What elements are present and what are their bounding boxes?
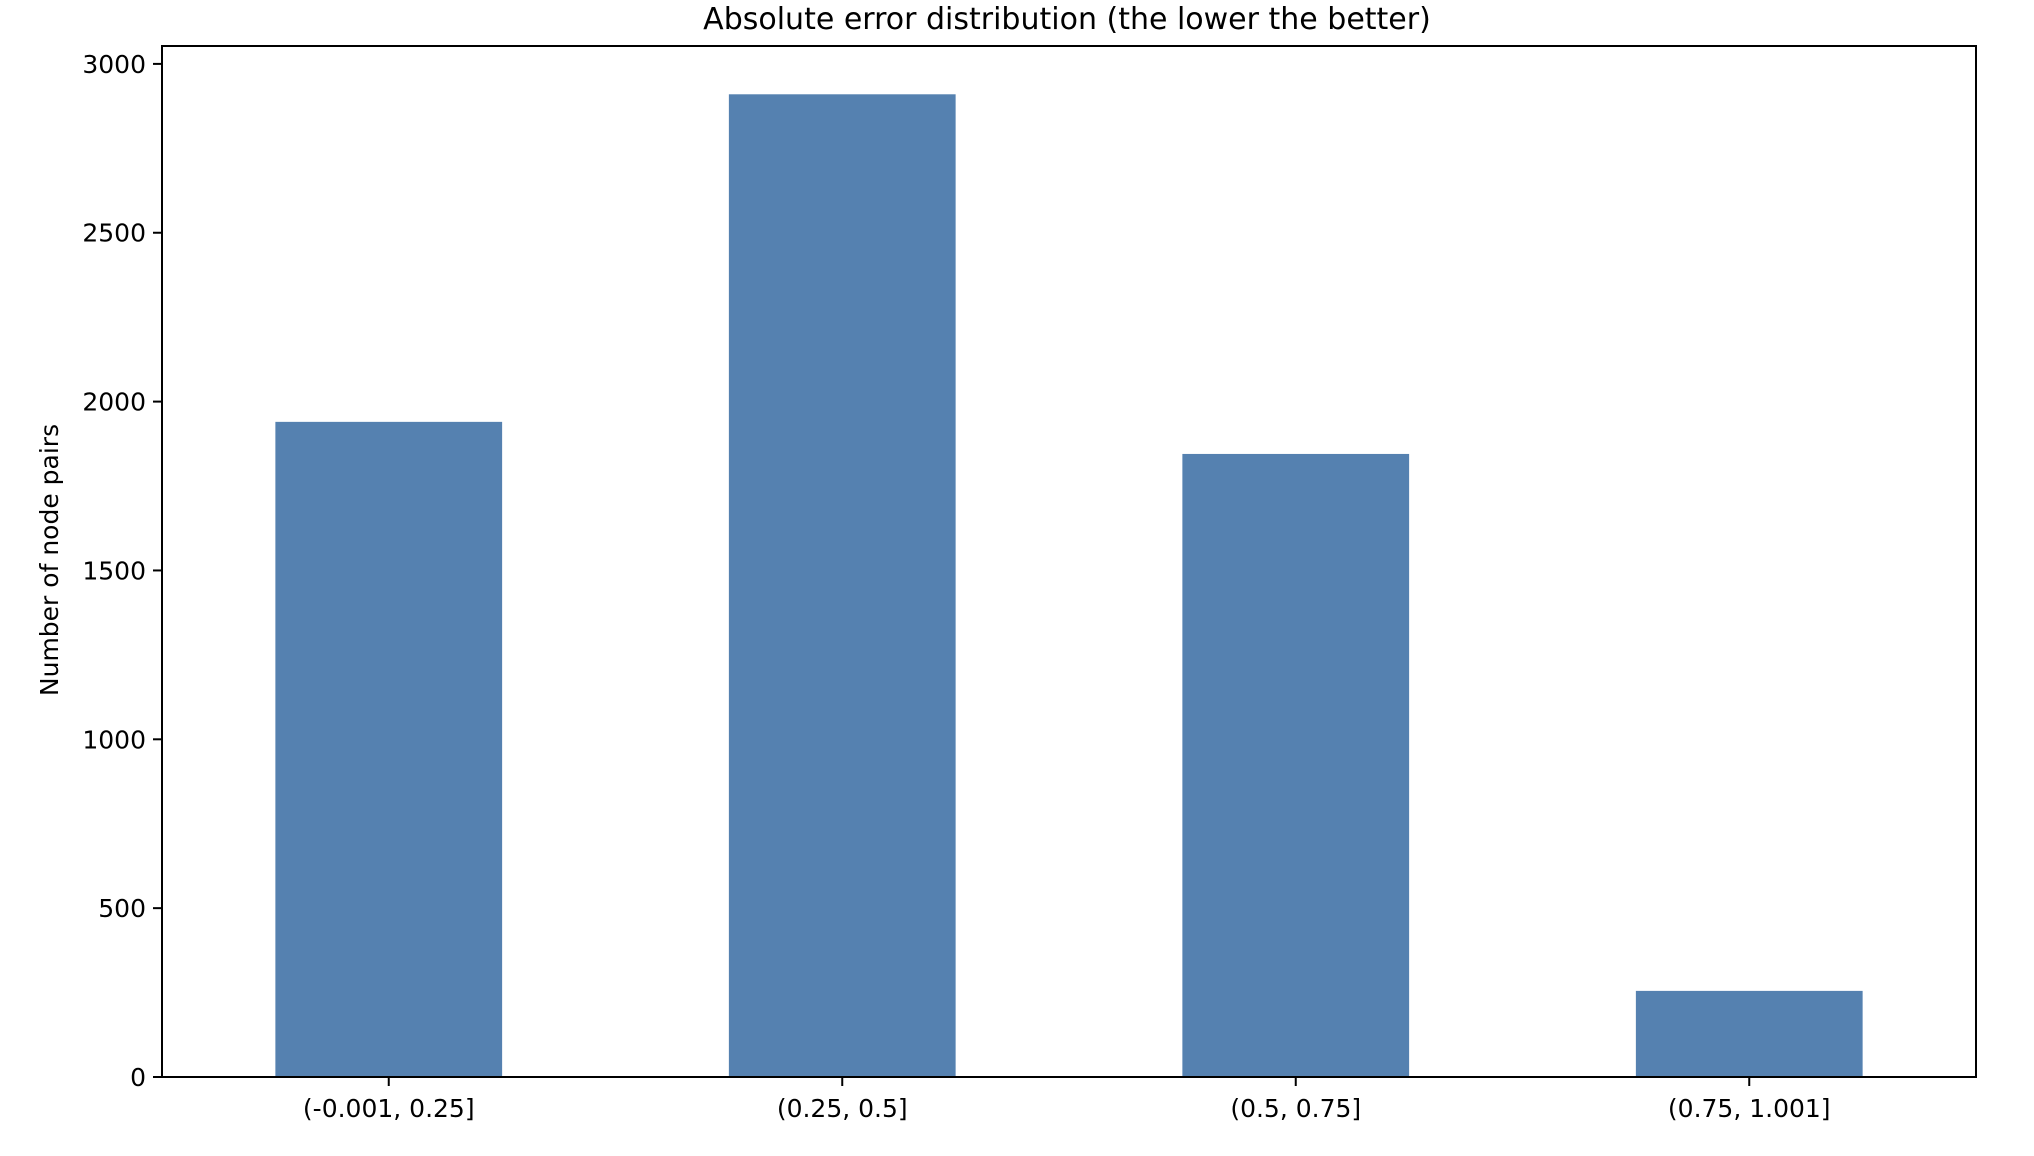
chart-title: Absolute error distribution (the lower t… — [703, 2, 1431, 37]
bar — [1182, 453, 1410, 1077]
plot-frame — [161, 45, 1977, 1078]
y-axis-label: Number of node pairs — [35, 424, 64, 696]
x-axis-ticks: (-0.001, 0.25] (0.25, 0.5] (0.5, 0.75] (0.7… — [303, 1077, 1831, 1123]
x-tick-label: (0.75, 1.001] — [1668, 1094, 1831, 1123]
y-axis-ticks: 0 500 1000 1500 2000 2500 3000 — [82, 50, 162, 1092]
y-tick-label: 2000 — [82, 388, 146, 417]
bar — [1635, 990, 1863, 1077]
y-tick-label: 2500 — [82, 219, 146, 248]
bar — [275, 421, 503, 1077]
x-tick-label: (-0.001, 0.25] — [303, 1094, 475, 1123]
bar — [728, 94, 956, 1077]
y-tick-label: 1500 — [82, 556, 146, 585]
y-tick-label: 3000 — [82, 50, 146, 79]
bars — [275, 94, 1863, 1077]
y-tick-label: 500 — [98, 894, 146, 923]
x-tick-label: (0.5, 0.75] — [1230, 1094, 1361, 1123]
y-tick-label: 1000 — [82, 725, 146, 754]
y-tick-label: 0 — [130, 1063, 146, 1092]
x-tick-label: (0.25, 0.5] — [777, 1094, 908, 1123]
